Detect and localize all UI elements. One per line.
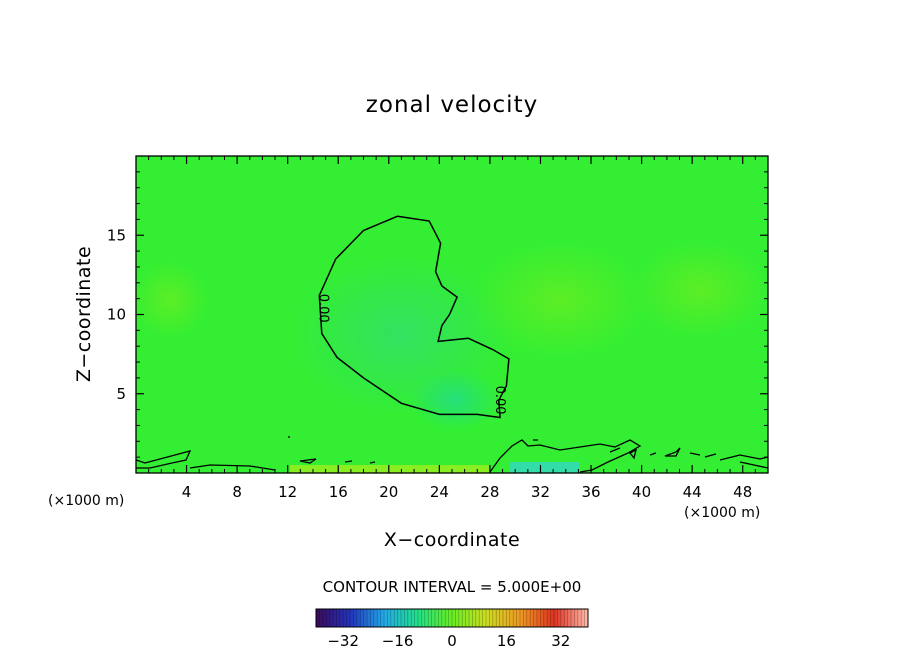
contour-label: 0.00 [492, 386, 507, 415]
x-tick-label: 20 [379, 483, 398, 501]
x-tick-label: 44 [683, 483, 702, 501]
x-axis-ticks: 4 8 12 16 20 24 28 32 36 40 44 48 [148, 156, 756, 501]
y-axis-ticks: 5 10 15 [107, 171, 768, 458]
colorbar-tick-label: 32 [551, 632, 570, 650]
colorbar-frame [315, 608, 589, 628]
field-shade [630, 240, 768, 340]
x-tick-label: 16 [329, 483, 348, 501]
colorbar-tick-label: 0 [447, 632, 457, 650]
y-axis-label: Z−coordinate [73, 246, 95, 382]
colorbar-fill [316, 609, 588, 627]
x-unit-label-left: (×1000 m) [48, 493, 124, 509]
x-tick-label: 40 [632, 483, 651, 501]
contour-label: 0.00 [315, 294, 330, 323]
field-shade [470, 240, 650, 360]
chart-title: zonal velocity [366, 92, 538, 118]
colorbar-tick-label: 16 [497, 632, 516, 650]
y-tick-label: 10 [107, 306, 126, 324]
field-shade [510, 462, 580, 473]
x-tick-label: 12 [278, 483, 297, 501]
zero-contour-line [318, 215, 510, 419]
plot-area [136, 156, 768, 473]
field-shade [410, 370, 500, 430]
colorbar-tick-label: −32 [327, 632, 359, 650]
x-tick-label: 32 [531, 483, 550, 501]
colorbar-tick-labels: −32 −16 0 16 32 [327, 632, 570, 650]
field-shade [136, 260, 210, 340]
contour-labels: 0.00 0.00 [315, 294, 507, 415]
surface-contour [136, 436, 768, 473]
x-axis-label: X−coordinate [384, 529, 520, 551]
x-tick-label: 24 [430, 483, 449, 501]
contour-interval-text: CONTOUR INTERVAL = 5.000E+00 [323, 578, 582, 596]
field-shade [290, 465, 490, 473]
x-tick-label: 8 [232, 483, 242, 501]
y-tick-label: 15 [107, 226, 126, 244]
colorbar-stripes [319, 609, 585, 627]
x-tick-label: 4 [182, 483, 192, 501]
colorbar-tick-label: −16 [382, 632, 414, 650]
x-tick-label: 36 [581, 483, 600, 501]
x-tick-label: 48 [733, 483, 752, 501]
x-unit-label-right: (×1000 m) [684, 505, 760, 521]
x-tick-label: 28 [480, 483, 499, 501]
y-tick-label: 5 [116, 385, 126, 403]
